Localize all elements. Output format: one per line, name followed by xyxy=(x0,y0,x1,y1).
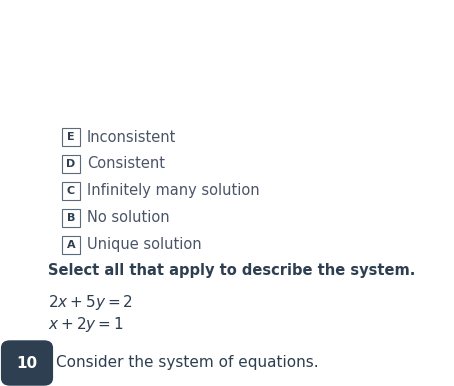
Text: E: E xyxy=(67,132,75,142)
Text: Inconsistent: Inconsistent xyxy=(87,129,176,144)
FancyBboxPatch shape xyxy=(62,182,80,200)
Text: Infinitely many solution: Infinitely many solution xyxy=(87,183,260,198)
Text: Consistent: Consistent xyxy=(87,156,165,171)
FancyBboxPatch shape xyxy=(62,155,80,173)
Text: Consider the system of equations.: Consider the system of equations. xyxy=(56,356,319,371)
FancyBboxPatch shape xyxy=(1,340,53,386)
Text: A: A xyxy=(67,240,75,250)
FancyBboxPatch shape xyxy=(62,128,80,146)
Text: D: D xyxy=(66,159,76,169)
FancyBboxPatch shape xyxy=(62,236,80,254)
Text: No solution: No solution xyxy=(87,210,170,225)
Text: Unique solution: Unique solution xyxy=(87,237,202,252)
Text: 10: 10 xyxy=(16,356,38,371)
Text: $x + 2y = 1$: $x + 2y = 1$ xyxy=(48,315,124,334)
Text: C: C xyxy=(67,186,75,196)
Text: Select all that apply to describe the system.: Select all that apply to describe the sy… xyxy=(48,264,415,279)
Text: $2x + 5y = 2$: $2x + 5y = 2$ xyxy=(48,293,133,313)
FancyBboxPatch shape xyxy=(62,209,80,227)
Text: B: B xyxy=(67,213,75,223)
